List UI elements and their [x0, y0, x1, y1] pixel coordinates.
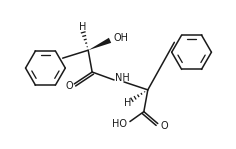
Text: HO: HO — [112, 119, 127, 129]
Polygon shape — [88, 38, 111, 50]
Text: H: H — [124, 98, 132, 108]
Text: O: O — [161, 121, 168, 131]
Text: NH: NH — [115, 73, 130, 83]
Text: H: H — [79, 22, 86, 32]
Text: OH: OH — [113, 33, 128, 43]
Text: O: O — [65, 81, 73, 91]
